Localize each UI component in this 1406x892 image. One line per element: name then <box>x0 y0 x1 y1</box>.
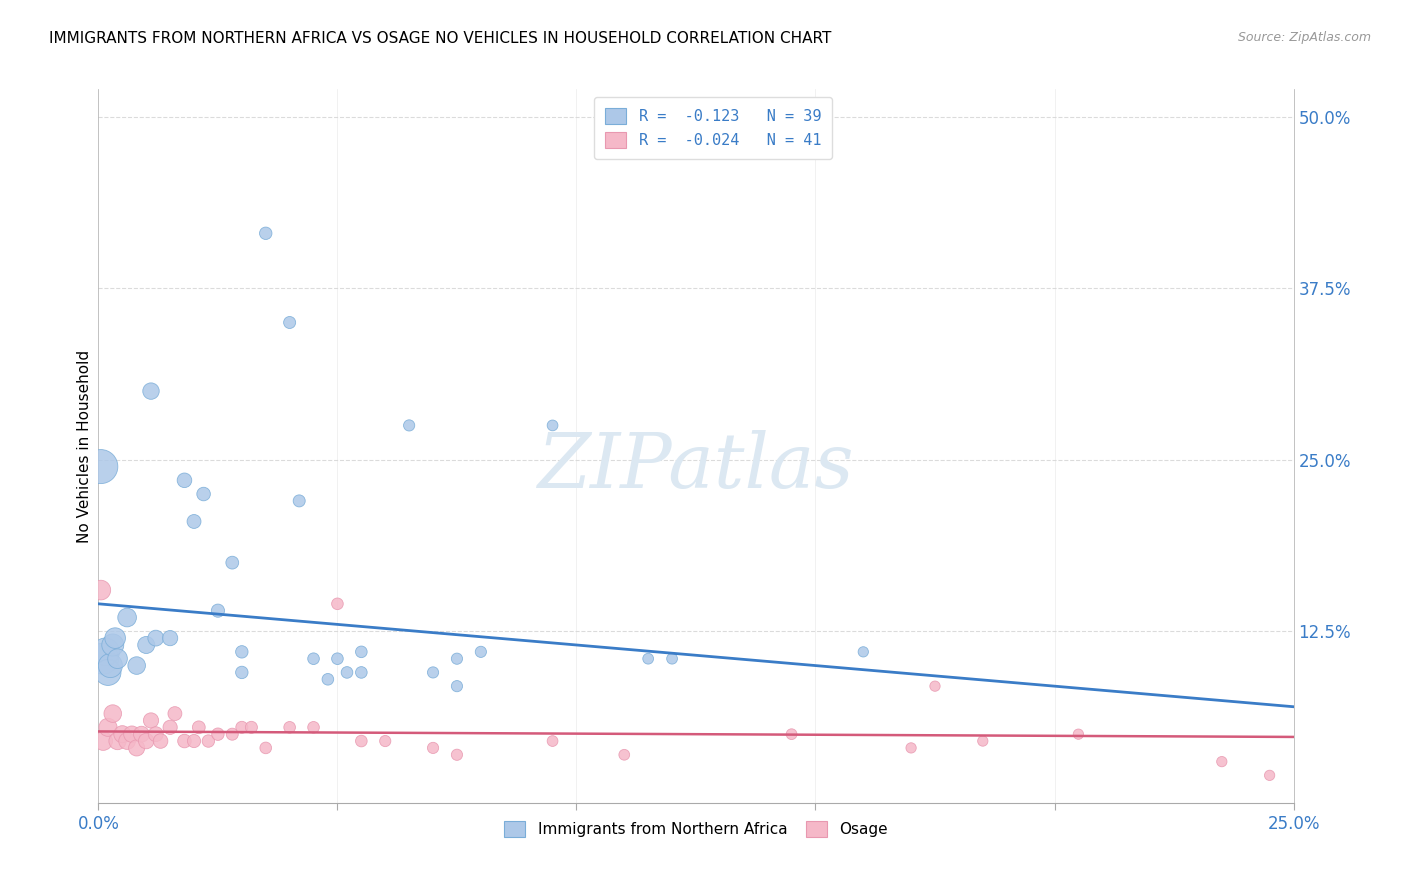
Point <box>135 638 157 652</box>
Point <box>254 227 277 241</box>
Point <box>231 720 253 734</box>
Point <box>145 631 167 645</box>
Point <box>398 418 420 433</box>
Point <box>302 651 325 665</box>
Point <box>661 651 683 665</box>
Point <box>278 316 301 330</box>
Point <box>193 487 215 501</box>
Point <box>173 734 195 748</box>
Legend: Immigrants from Northern Africa, Osage: Immigrants from Northern Africa, Osage <box>496 814 896 845</box>
Point <box>187 720 209 734</box>
Point <box>422 740 444 755</box>
Point <box>94 645 117 659</box>
Point <box>183 515 205 529</box>
Point <box>115 734 138 748</box>
Point <box>149 734 172 748</box>
Point <box>780 727 803 741</box>
Point <box>1211 755 1233 769</box>
Point <box>135 734 157 748</box>
Point <box>446 679 468 693</box>
Point <box>101 638 124 652</box>
Point <box>125 658 148 673</box>
Point <box>1258 768 1281 782</box>
Point <box>900 740 922 755</box>
Text: IMMIGRANTS FROM NORTHERN AFRICA VS OSAGE NO VEHICLES IN HOUSEHOLD CORRELATION CH: IMMIGRANTS FROM NORTHERN AFRICA VS OSAGE… <box>49 31 831 46</box>
Point <box>139 384 162 398</box>
Point <box>231 665 253 680</box>
Point <box>254 740 277 755</box>
Point <box>159 720 181 734</box>
Point <box>288 494 311 508</box>
Point <box>240 720 263 734</box>
Point <box>302 720 325 734</box>
Point <box>107 651 129 665</box>
Point <box>350 665 373 680</box>
Point <box>115 610 138 624</box>
Point <box>422 665 444 680</box>
Point <box>101 706 124 721</box>
Point <box>374 734 396 748</box>
Point <box>121 727 143 741</box>
Text: Source: ZipAtlas.com: Source: ZipAtlas.com <box>1237 31 1371 45</box>
Point <box>637 651 659 665</box>
Point <box>326 597 349 611</box>
Point <box>98 658 122 673</box>
Point <box>183 734 205 748</box>
Point <box>91 651 114 665</box>
Point <box>972 734 994 748</box>
Point <box>278 720 301 734</box>
Point <box>139 714 162 728</box>
Point <box>336 665 359 680</box>
Point <box>326 651 349 665</box>
Point <box>470 645 492 659</box>
Point <box>90 459 112 474</box>
Point <box>221 556 243 570</box>
Point <box>350 645 373 659</box>
Point <box>125 740 148 755</box>
Point <box>231 645 253 659</box>
Point <box>97 665 120 680</box>
Point <box>207 727 229 741</box>
Point <box>159 631 181 645</box>
Point <box>97 720 120 734</box>
Point <box>207 604 229 618</box>
Point <box>197 734 219 748</box>
Point <box>131 727 153 741</box>
Point <box>541 418 564 433</box>
Point <box>316 673 339 687</box>
Point <box>104 631 127 645</box>
Y-axis label: No Vehicles in Household: No Vehicles in Household <box>77 350 91 542</box>
Point <box>145 727 167 741</box>
Point <box>163 706 186 721</box>
Point <box>446 651 468 665</box>
Text: ZIPatlas: ZIPatlas <box>537 431 855 504</box>
Point <box>1067 727 1090 741</box>
Point <box>613 747 636 762</box>
Point <box>90 583 112 598</box>
Point <box>91 734 114 748</box>
Point <box>446 747 468 762</box>
Point <box>221 727 243 741</box>
Point <box>541 734 564 748</box>
Point <box>924 679 946 693</box>
Point <box>107 734 129 748</box>
Point <box>111 727 134 741</box>
Point <box>852 645 875 659</box>
Point <box>350 734 373 748</box>
Point <box>173 473 195 487</box>
